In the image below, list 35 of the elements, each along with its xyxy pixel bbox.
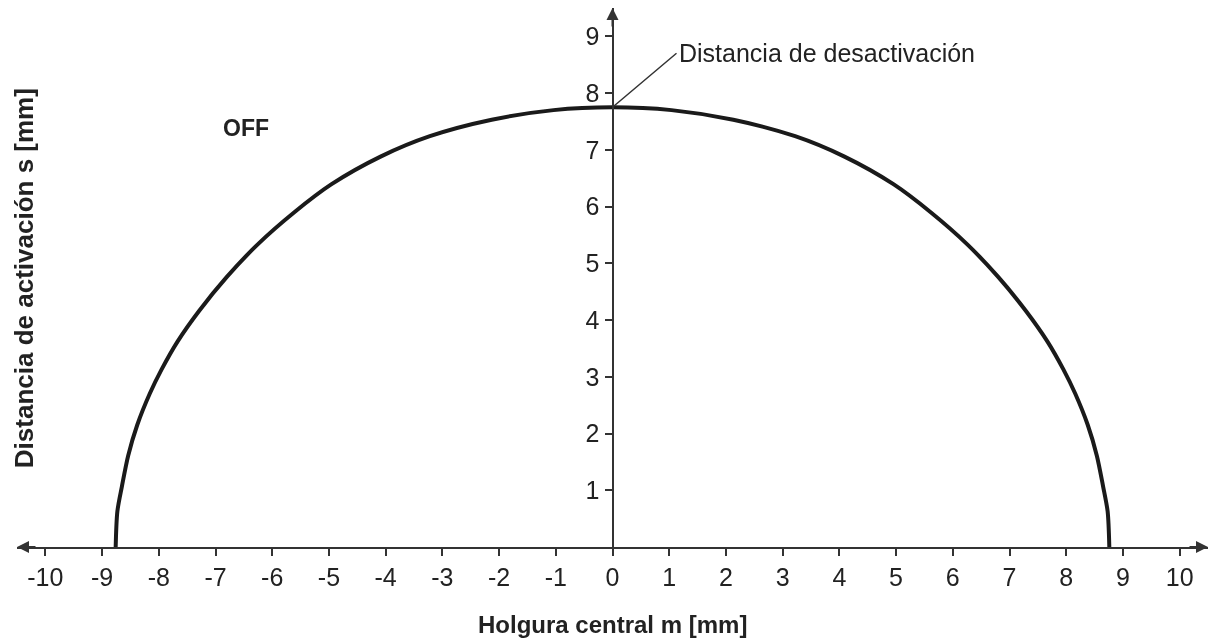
y-tick-label: 4 [585, 305, 600, 334]
x-tick-label: 1 [662, 563, 677, 591]
y-tick-label: 6 [585, 192, 600, 221]
x-tick-label: 2 [718, 563, 733, 591]
x-tick-label: 0 [605, 563, 620, 591]
x-tick-label: -10 [27, 563, 64, 591]
x-tick-label: -9 [90, 563, 114, 591]
x-axis-title: Holgura central m [mm] [478, 611, 748, 638]
x-tick-label: 6 [945, 563, 960, 591]
y-tick-label: 9 [585, 22, 600, 51]
x-tick-label: -8 [147, 563, 170, 591]
annotation: Distancia de desactivación [679, 39, 975, 67]
x-tick-label: 3 [775, 563, 790, 591]
y-tick-label: 2 [585, 419, 600, 448]
x-tick-label: -1 [544, 563, 567, 591]
x-tick-label: 8 [1059, 563, 1074, 591]
y-axis-title: Distancia de activación s [mm] [8, 88, 39, 469]
x-tick-label: 4 [832, 563, 847, 591]
y-tick-label: 7 [585, 135, 600, 164]
x-tick-label: 5 [889, 563, 904, 591]
line-series [113, 105, 1112, 547]
x-tick-label: -2 [487, 563, 511, 591]
x-tick-label: 7 [1002, 563, 1017, 591]
x-tick-label: -7 [204, 563, 227, 591]
y-tick-label: 5 [585, 249, 600, 278]
y-tick-label: 1 [585, 476, 600, 505]
y-tick-label: 3 [585, 362, 600, 391]
x-tick-label: -3 [431, 563, 454, 591]
x-tick-label: -4 [374, 563, 397, 591]
x-tick-label: -5 [317, 563, 341, 591]
y-tick-label: 8 [585, 78, 600, 107]
x-tick-label: 10 [1165, 563, 1194, 591]
x-tick-label: 9 [1115, 563, 1130, 591]
annotation: OFF [223, 115, 269, 141]
x-tick-label: -6 [261, 563, 284, 591]
